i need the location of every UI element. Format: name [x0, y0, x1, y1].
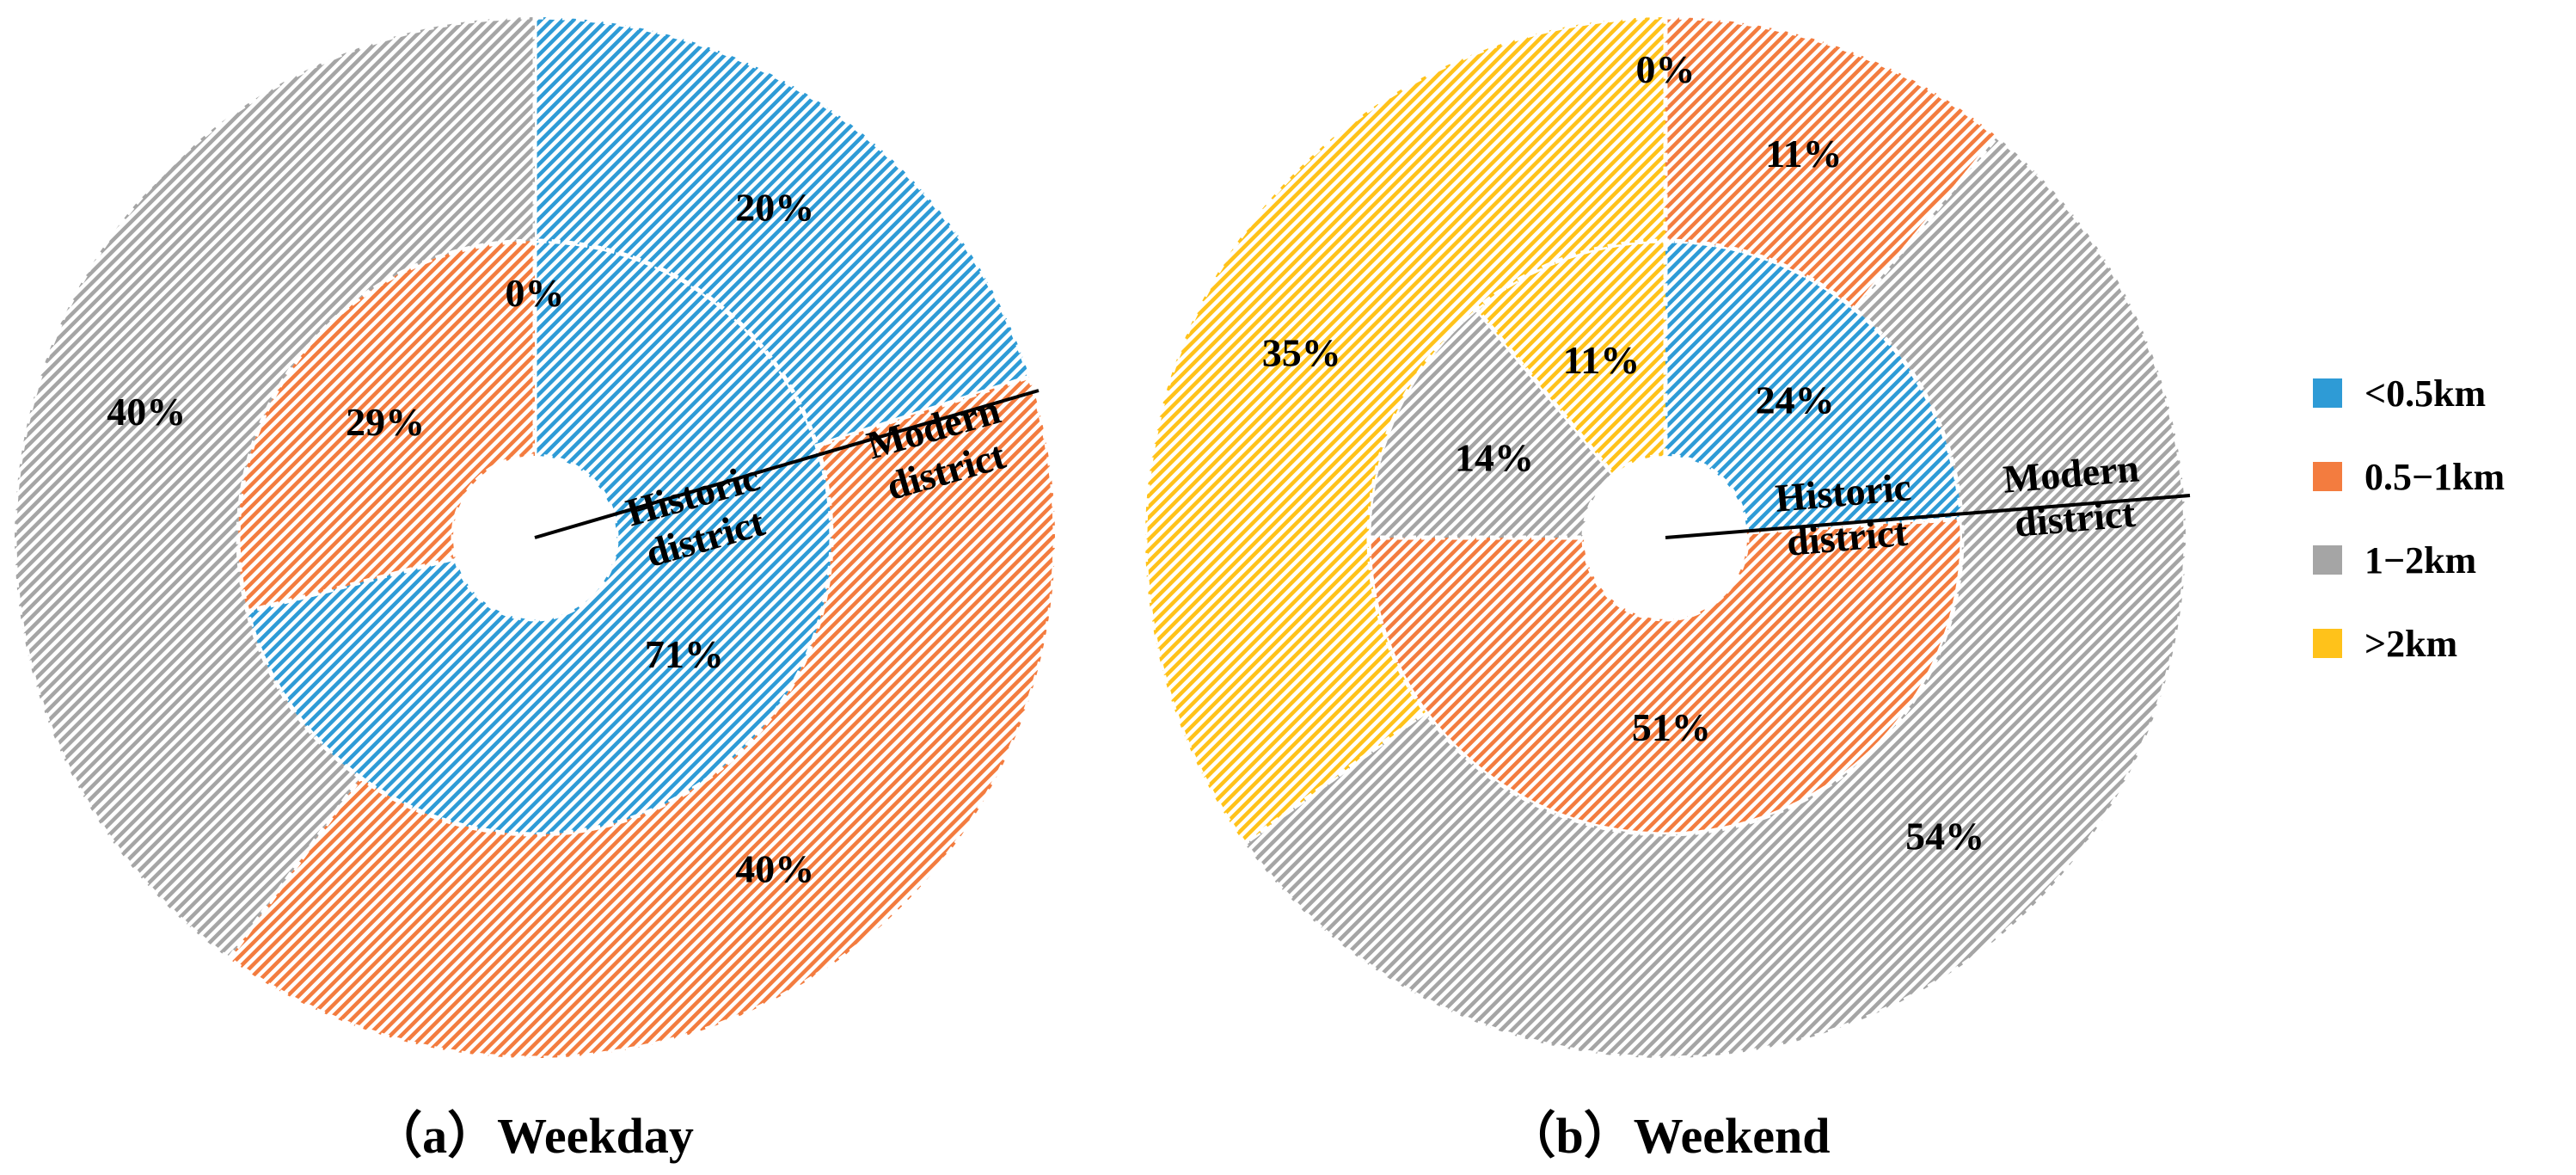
weekend-outer-data-label: 35%: [1262, 330, 1341, 374]
weekday-outer-data-label: 40%: [735, 846, 814, 890]
legend-label: 1−2km: [2364, 539, 2476, 581]
weekday-outer-data-label: 20%: [735, 186, 814, 230]
weekend-slice-labels: 24% 51% 14% 11% 0% 11% 54% 35%: [1262, 47, 1984, 858]
legend-item: >2km: [2313, 623, 2457, 665]
weekend-outer-data-label: 11%: [1765, 132, 1842, 175]
legend-item: 0.5−1km: [2313, 456, 2505, 498]
weekend-outer-slice: [1242, 133, 2188, 1061]
weekend-inner-data-label: 14%: [1455, 435, 1534, 479]
weekday-inner-ring-label: Historicdistrict: [622, 455, 777, 578]
weekday-outer-data-label: 40%: [107, 390, 186, 434]
weekend-inner-slice: [1473, 238, 1668, 478]
weekday-outer-slice: [225, 373, 1058, 1061]
weekend-inner-data-label: 24%: [1756, 378, 1835, 422]
legend-swatch: [2313, 378, 2342, 408]
legend-swatch: [2313, 545, 2342, 575]
weekday-outer-slice: [12, 15, 537, 962]
weekend-inner-data-label: 51%: [1632, 705, 1711, 749]
legend-item: <0.5km: [2313, 372, 2486, 415]
weekday-inner-data-label: 29%: [346, 400, 425, 444]
weekend-inner-ring-label: Historicdistrict: [1774, 464, 1917, 564]
legend-item: 1−2km: [2313, 539, 2476, 581]
weekday-slices: [12, 15, 1058, 1061]
weekend-slices: [1143, 15, 2188, 1061]
legend-label: >2km: [2364, 623, 2457, 665]
legend-swatch: [2313, 629, 2342, 658]
weekend-inner-data-label: 11%: [1563, 338, 1640, 382]
weekend-caption: （b）Weekend: [1506, 1108, 1830, 1164]
weekend-outer-slice: [1143, 15, 1668, 847]
legend-label: <0.5km: [2364, 372, 2486, 415]
weekend-outer-data-label: 0%: [1636, 47, 1696, 91]
weekday-inner-data-label: 0%: [506, 271, 565, 315]
weekday-chart: 71%29%0%20%40%40% Historicdistrict Moder…: [12, 15, 1058, 1164]
weekend-outer-data-label: 54%: [1905, 814, 1984, 858]
weekday-inner-data-label: 71%: [645, 632, 724, 676]
weekend-outer-ring-label: Moderndistrict: [2002, 446, 2145, 545]
weekend-inner-slice: [1366, 305, 1616, 540]
weekend-chart: 24% 51% 14% 11% 0% 11% 54% 35% Historicdistrict…: [1143, 15, 2191, 1164]
weekday-divider-line: [534, 389, 1040, 539]
weekday-outer-slice: [532, 15, 1033, 449]
weekend-inner-slice: [1663, 238, 1964, 535]
legend-swatch: [2313, 462, 2342, 491]
weekday-caption: （a）Weekday: [372, 1108, 694, 1164]
legend-label: 0.5−1km: [2364, 456, 2505, 498]
weekend-divider-line: [1665, 494, 2191, 539]
weekday-slice-labels: 71% 29% 0% 20% 40% 40%: [107, 186, 814, 891]
legend: <0.5km 0.5−1km 1−2km >2km: [2313, 372, 2505, 665]
